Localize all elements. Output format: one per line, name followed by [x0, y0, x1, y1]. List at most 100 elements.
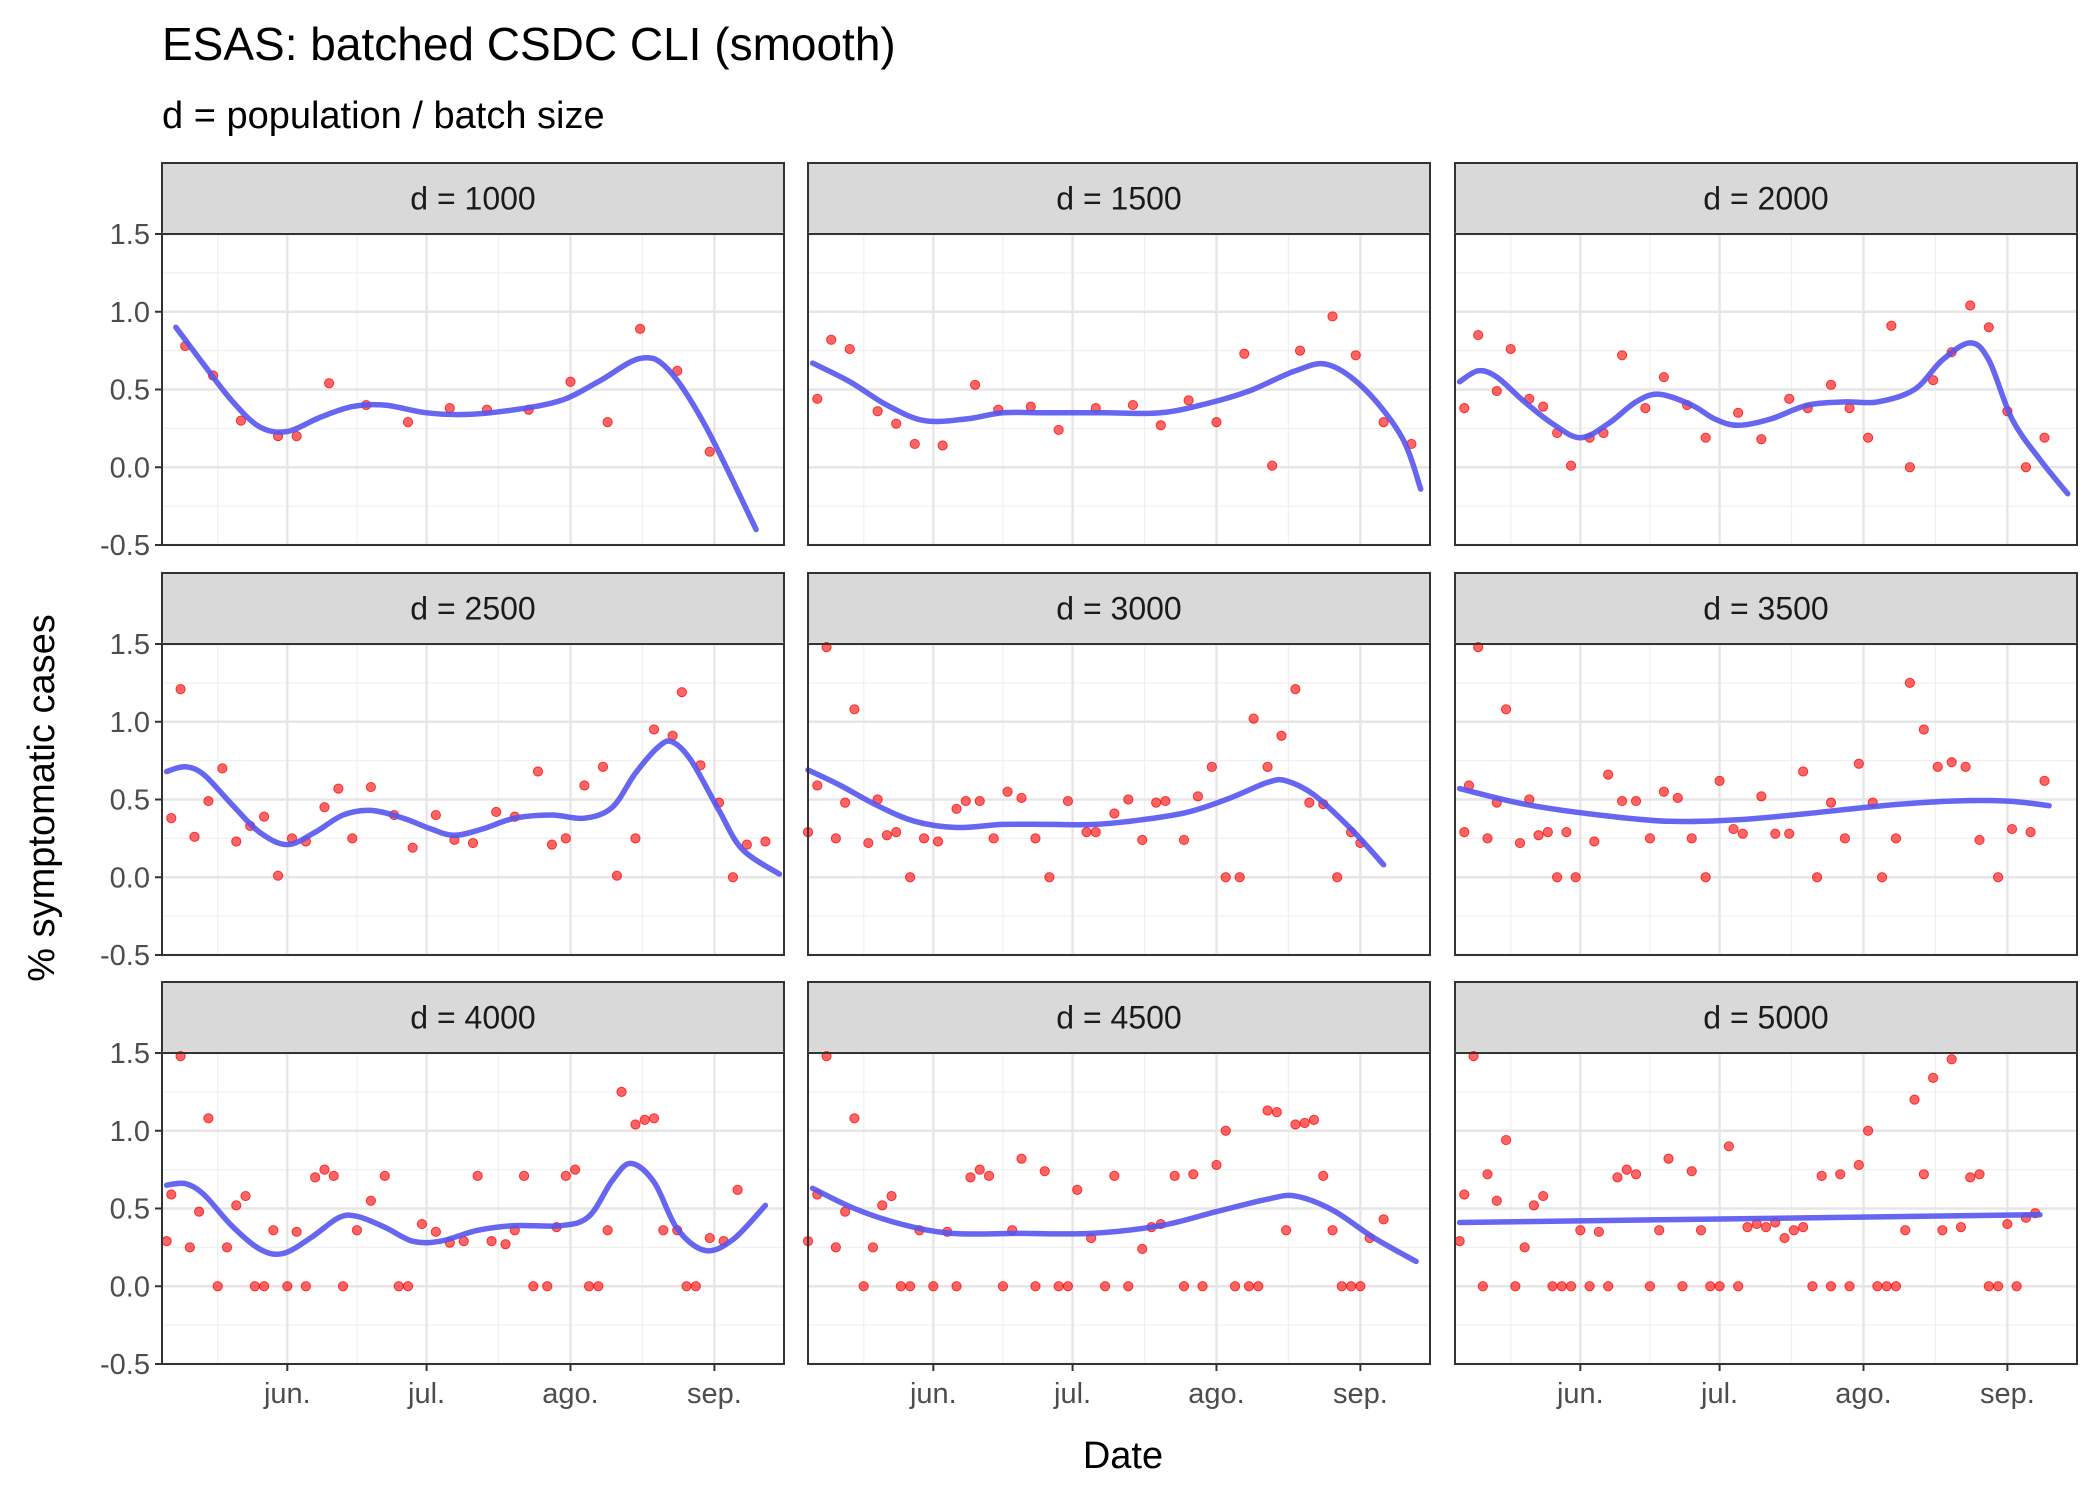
data-point: [402, 1281, 414, 1292]
y-tick-label: 0.5: [110, 375, 150, 407]
data-point: [840, 797, 851, 808]
data-point: [430, 809, 441, 821]
data-point: [1603, 1281, 1614, 1292]
data-point: [1686, 833, 1697, 844]
data-point: [867, 1242, 879, 1253]
data-point: [2025, 827, 2036, 838]
data-point: [500, 1239, 511, 1250]
x-tick-label: jun.: [263, 1378, 311, 1410]
data-point: [858, 1281, 869, 1292]
data-point: [2039, 432, 2050, 443]
data-point: [467, 837, 479, 849]
y-tick-label: 1.0: [110, 707, 150, 739]
data-point: [1169, 1170, 1180, 1181]
panel-border: [1454, 1052, 2078, 1365]
x-tick-label: jun.: [1556, 1378, 1604, 1410]
data-point: [1909, 1094, 1920, 1105]
data-point: [1612, 1172, 1623, 1183]
data-point: [583, 1281, 595, 1292]
data-point: [1491, 1195, 1502, 1206]
data-point: [1886, 320, 1897, 331]
data-point: [1267, 460, 1278, 471]
data-point: [704, 1232, 715, 1244]
data-point: [1500, 1134, 1512, 1146]
data-point: [407, 842, 418, 853]
panel-border: [1454, 233, 2078, 546]
data-point: [970, 379, 981, 390]
data-point: [1807, 1281, 1818, 1292]
facet-strip: [807, 162, 1431, 235]
y-tick-label: 1.5: [110, 1038, 150, 1070]
facet-strip-label: d = 3500: [1703, 591, 1828, 627]
panel-border: [807, 233, 1431, 546]
data-point: [328, 1170, 339, 1181]
data-point: [1937, 1225, 1948, 1236]
facet-panel: d = 1000 -0.5 0.0 0.5 1.0 1.5: [100, 162, 785, 562]
data-point: [812, 393, 823, 404]
panel-border: [1454, 643, 2078, 956]
data-point: [886, 1190, 897, 1202]
data-point: [365, 781, 376, 793]
data-point: [1197, 1281, 1208, 1292]
x-tick-label: jul.: [1053, 1378, 1091, 1410]
data-point: [1183, 395, 1194, 406]
data-point: [2006, 823, 2018, 835]
data-point: [937, 440, 948, 451]
data-point: [1327, 311, 1338, 322]
y-axis-title: % symptomatic cases: [21, 614, 63, 981]
data-point: [1714, 1281, 1725, 1292]
data-point: [1946, 757, 1957, 768]
data-point: [1872, 1281, 1883, 1292]
chart-subtitle: d = population / batch size: [162, 95, 605, 137]
data-point: [1658, 371, 1669, 383]
data-point: [1686, 1166, 1697, 1177]
data-point: [1039, 1166, 1050, 1177]
data-point: [863, 837, 874, 849]
data-point: [1983, 1281, 1994, 1292]
data-point: [974, 1164, 985, 1175]
data-point: [194, 1206, 205, 1217]
data-point: [221, 1242, 233, 1253]
facet-panel: d = 2500 -0.5 0.0 0.5 1.0 1.5: [100, 572, 785, 972]
data-point: [1965, 1172, 1976, 1183]
data-point: [1271, 1106, 1282, 1118]
data-point: [1630, 1169, 1642, 1180]
data-point: [1160, 795, 1171, 807]
data-point: [365, 1195, 376, 1206]
data-point: [1839, 833, 1851, 844]
data-point: [1700, 872, 1711, 883]
data-point: [1890, 1281, 1902, 1292]
data-point: [1137, 1243, 1148, 1255]
data-point: [347, 833, 358, 844]
data-point: [282, 1281, 293, 1292]
data-point: [812, 780, 823, 791]
data-point: [1308, 1114, 1320, 1125]
data-point: [965, 1172, 976, 1183]
data-point: [235, 415, 247, 426]
data-point: [1276, 730, 1287, 741]
data-point: [830, 1242, 841, 1253]
data-point: [877, 1200, 888, 1211]
data-point: [1853, 758, 1864, 769]
x-tick-label: sep.: [1980, 1378, 2035, 1410]
data-point: [1593, 1226, 1604, 1237]
smooth-line: [809, 1185, 1419, 1265]
data-point: [1378, 1214, 1389, 1225]
smooth-line: [163, 1160, 769, 1258]
data-point: [1459, 1189, 1470, 1200]
data-point: [1784, 828, 1795, 839]
data-point: [648, 1113, 660, 1124]
smooth-line: [1456, 785, 2052, 825]
data-point: [518, 1170, 530, 1181]
data-point: [639, 1114, 650, 1125]
data-point: [844, 343, 855, 355]
data-point: [1206, 761, 1217, 772]
data-point: [1644, 1281, 1656, 1292]
data-point: [1723, 1141, 1734, 1152]
data-point: [1853, 1159, 1864, 1171]
data-point: [1946, 1054, 1957, 1065]
data-point: [166, 1189, 177, 1200]
data-point: [1477, 1281, 1488, 1292]
data-point: [416, 1218, 428, 1230]
panel-border: [807, 643, 1431, 956]
